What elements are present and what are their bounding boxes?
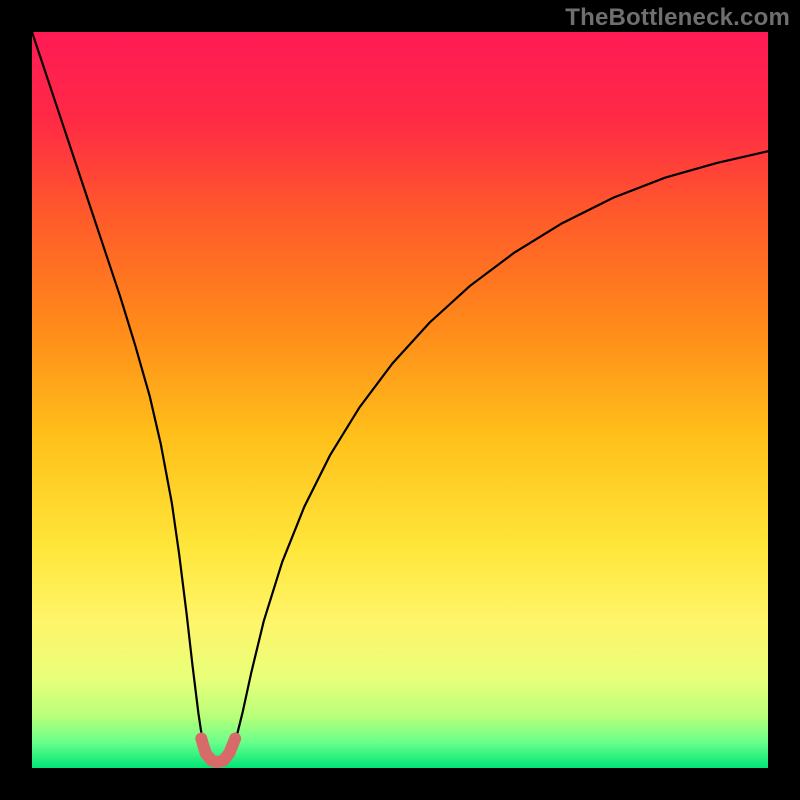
chart-container: TheBottleneck.com <box>0 0 800 800</box>
plot-svg <box>32 32 768 768</box>
plot-area <box>32 32 768 768</box>
watermark-text: TheBottleneck.com <box>565 4 790 32</box>
gradient-background <box>32 32 768 768</box>
